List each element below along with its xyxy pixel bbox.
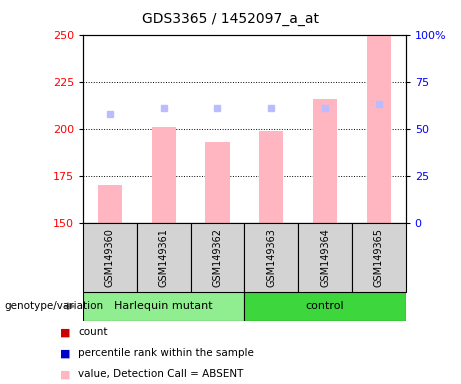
Bar bbox=[259, 131, 284, 223]
Text: GSM149363: GSM149363 bbox=[266, 228, 276, 287]
Bar bbox=[244, 223, 298, 292]
Text: count: count bbox=[78, 327, 108, 337]
Bar bbox=[152, 127, 176, 223]
Bar bbox=[83, 223, 137, 292]
Bar bbox=[190, 223, 244, 292]
Text: GSM149361: GSM149361 bbox=[159, 228, 169, 287]
Text: percentile rank within the sample: percentile rank within the sample bbox=[78, 348, 254, 358]
Bar bbox=[244, 292, 406, 321]
Text: value, Detection Call = ABSENT: value, Detection Call = ABSENT bbox=[78, 369, 244, 379]
Bar bbox=[98, 185, 122, 223]
Text: GSM149365: GSM149365 bbox=[374, 228, 384, 287]
Text: genotype/variation: genotype/variation bbox=[5, 301, 104, 311]
Text: control: control bbox=[306, 301, 344, 311]
Text: Harlequin mutant: Harlequin mutant bbox=[114, 301, 213, 311]
Bar bbox=[366, 35, 391, 223]
Text: GSM149362: GSM149362 bbox=[213, 228, 223, 287]
Bar bbox=[205, 142, 230, 223]
Bar bbox=[313, 99, 337, 223]
Bar bbox=[83, 292, 244, 321]
Text: GSM149360: GSM149360 bbox=[105, 228, 115, 287]
Bar bbox=[352, 223, 406, 292]
Bar bbox=[137, 223, 190, 292]
Text: ■: ■ bbox=[60, 327, 71, 337]
Bar bbox=[298, 223, 352, 292]
Text: ■: ■ bbox=[60, 369, 71, 379]
Text: ■: ■ bbox=[60, 348, 71, 358]
Text: GDS3365 / 1452097_a_at: GDS3365 / 1452097_a_at bbox=[142, 12, 319, 25]
Text: GSM149364: GSM149364 bbox=[320, 228, 330, 287]
